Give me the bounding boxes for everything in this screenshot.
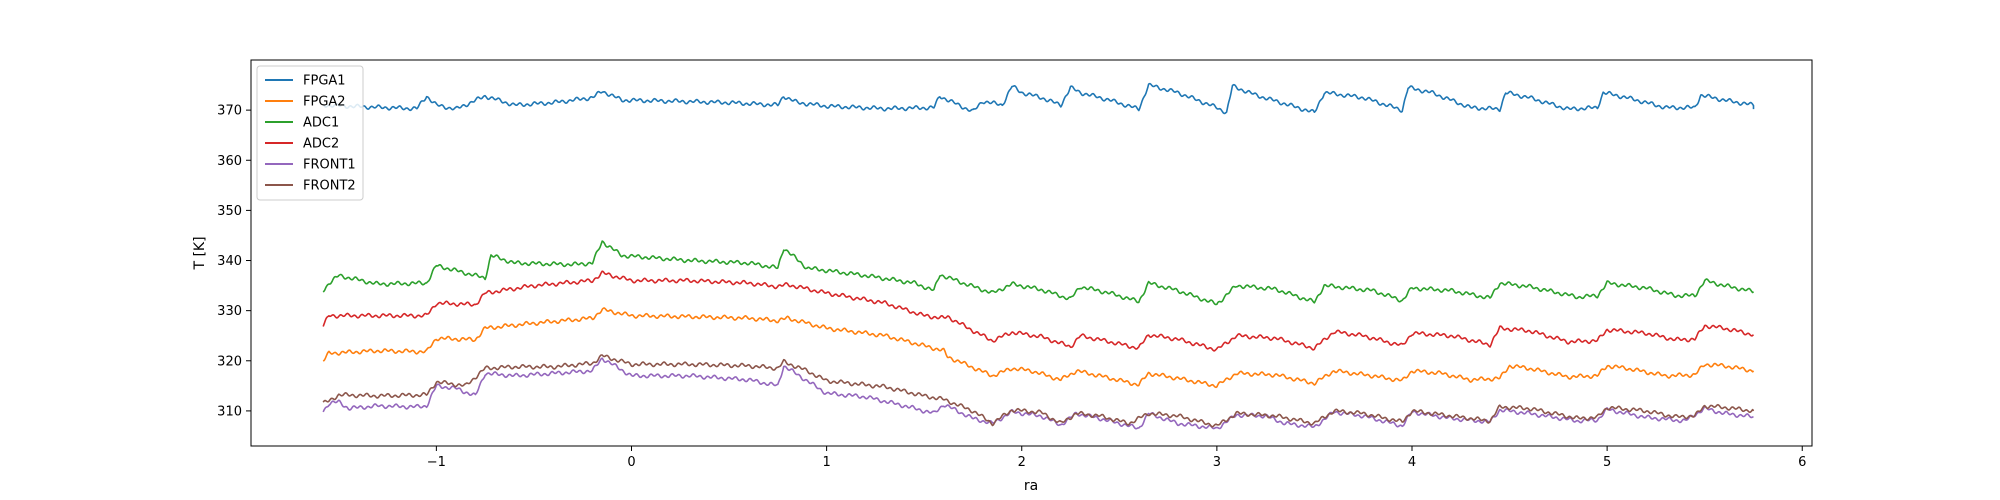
legend-label: FPGA1: [303, 74, 346, 89]
series-line-front2: [322, 354, 1755, 428]
y-tick-label: 350: [217, 204, 242, 219]
y-axis-label: T [K]: [192, 236, 208, 270]
y-tick-label: 370: [217, 104, 242, 119]
series-line-adc1: [322, 240, 1755, 306]
x-tick-label: 4: [1408, 455, 1416, 470]
legend-label: FRONT2: [303, 179, 356, 194]
series-layer: [322, 82, 1755, 430]
series-line-adc2: [322, 270, 1755, 352]
x-tick-label: −1: [427, 455, 446, 470]
x-tick-label: 3: [1213, 455, 1221, 470]
y-tick-label: 360: [217, 154, 242, 169]
legend-label: FRONT1: [303, 158, 356, 173]
y-tick-label: 330: [217, 304, 242, 319]
x-axis-label: ra: [1024, 478, 1038, 494]
y-tick-label: 340: [217, 254, 242, 269]
series-line-fpga1: [322, 82, 1755, 115]
series-line-fpga2: [322, 307, 1755, 389]
legend-label: ADC1: [303, 116, 339, 131]
y-tick-label: 320: [217, 354, 242, 369]
legend-box: [256, 65, 364, 201]
ticks-layer: −1 0 1 2 3 4 5 6 310 320 330 340 350 360 370: [217, 104, 1806, 470]
x-tick-label: 1: [822, 455, 830, 470]
x-tick-label: 0: [627, 455, 635, 470]
y-tick-label: 310: [217, 404, 242, 419]
x-tick-label: 6: [1798, 455, 1806, 470]
x-tick-label: 2: [1018, 455, 1026, 470]
series-line-front1: [322, 357, 1754, 430]
legend-label: ADC2: [303, 137, 339, 152]
legend-label: FPGA2: [303, 95, 346, 110]
legend: FPGA1 FPGA2 ADC1 ADC2 FRONT1 FRONT2: [256, 65, 364, 201]
x-tick-label: 5: [1603, 455, 1611, 470]
plot-frame: [250, 59, 1813, 447]
